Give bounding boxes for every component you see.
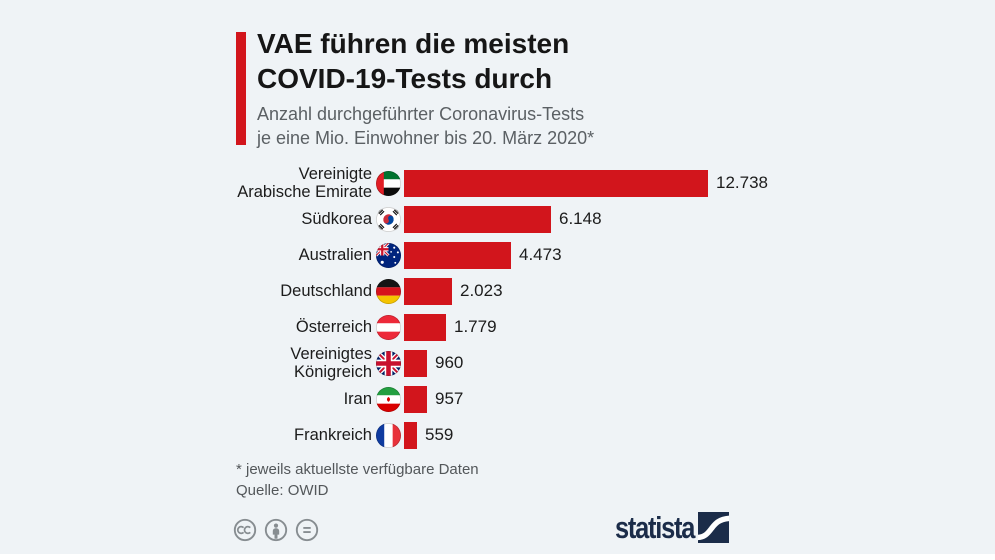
country-label: Vereinigte Arabische Emirate bbox=[237, 165, 372, 201]
statista-logo[interactable]: statista bbox=[615, 509, 729, 545]
value-label: 960 bbox=[435, 353, 464, 372]
value-label: 12.738 bbox=[716, 173, 768, 192]
country-label: Frankreich bbox=[294, 426, 372, 444]
value-label: 559 bbox=[425, 425, 454, 444]
bottom-margin bbox=[0, 554, 995, 560]
value-bar bbox=[404, 313, 446, 341]
uk-flag bbox=[376, 350, 401, 376]
chart-row: Vereinigte Arabische Emirate 12.738 bbox=[235, 165, 795, 201]
value-bar bbox=[404, 385, 427, 413]
chart-row: Südkorea 6.148 bbox=[235, 201, 795, 237]
value-label: 4.473 bbox=[519, 245, 562, 264]
chart-row: Vereinigtes Königreich 960 bbox=[235, 345, 795, 381]
bar-chart: Vereinigte Arabische Emirate 12.738 Südkore… bbox=[235, 165, 795, 453]
value-bar bbox=[404, 241, 511, 269]
equals-icon[interactable] bbox=[295, 518, 319, 542]
france-flag bbox=[376, 422, 401, 448]
footnote: * jeweils aktuellste verfügbare Daten bbox=[236, 461, 479, 478]
south-korea-flag bbox=[376, 206, 401, 232]
page-title: VAE führen die meisten COVID-19-Tests du… bbox=[257, 26, 569, 96]
value-label: 957 bbox=[435, 389, 464, 408]
subtitle-line-2: je eine Mio. Einwohner bis 20. März 2020… bbox=[257, 128, 595, 148]
title-accent-bar bbox=[236, 32, 246, 145]
statista-swoosh-icon bbox=[697, 511, 729, 543]
chart-row: Frankreich 559 bbox=[235, 417, 795, 453]
license-icons bbox=[233, 518, 319, 542]
country-label: Südkorea bbox=[301, 210, 372, 228]
australia-flag bbox=[376, 242, 401, 268]
attribution-icon[interactable] bbox=[264, 518, 288, 542]
cc-icon[interactable] bbox=[233, 518, 257, 542]
chart-row: Deutschland 2.023 bbox=[235, 273, 795, 309]
value-bar bbox=[404, 169, 708, 197]
subtitle-line-1: Anzahl durchgeführter Coronavirus-Tests bbox=[257, 104, 585, 124]
austria-flag bbox=[376, 314, 401, 340]
value-bar bbox=[404, 277, 452, 305]
country-label: Vereinigtes Königreich bbox=[290, 345, 372, 381]
iran-flag bbox=[376, 386, 401, 412]
source-note: Quelle: OWID bbox=[236, 482, 329, 499]
country-label: Deutschland bbox=[280, 282, 372, 300]
value-bar bbox=[404, 421, 417, 449]
chart-subtitle: Anzahl durchgeführter Coronavirus-Tests … bbox=[257, 102, 594, 150]
value-label: 2.023 bbox=[460, 281, 503, 300]
value-bar bbox=[404, 205, 551, 233]
country-label: Iran bbox=[343, 390, 372, 408]
uae-flag bbox=[376, 170, 401, 196]
title-line-1: VAE führen die meisten bbox=[257, 28, 570, 59]
chart-row: Iran 957 bbox=[235, 381, 795, 417]
chart-row: Australien 4.473 bbox=[235, 237, 795, 273]
value-label: 6.148 bbox=[559, 209, 602, 228]
title-line-2: COVID-19-Tests durch bbox=[257, 63, 553, 94]
country-label: Australien bbox=[298, 246, 372, 264]
country-label: Österreich bbox=[295, 318, 372, 336]
value-bar bbox=[404, 349, 427, 377]
value-label: 1.779 bbox=[454, 317, 497, 336]
chart-row: Österreich 1.779 bbox=[235, 309, 795, 345]
germany-flag bbox=[376, 278, 401, 304]
statista-wordmark: statista bbox=[615, 509, 695, 545]
